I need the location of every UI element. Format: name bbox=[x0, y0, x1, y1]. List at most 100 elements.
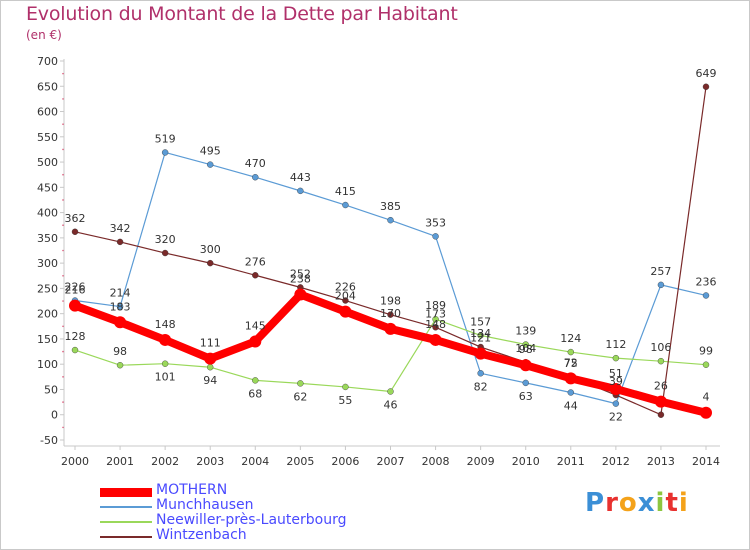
data-point bbox=[657, 357, 665, 365]
data-point bbox=[702, 361, 710, 368]
x-tick-label: 2013 bbox=[647, 455, 675, 468]
data-point bbox=[342, 201, 349, 209]
data-point bbox=[161, 360, 169, 367]
data-label: 94 bbox=[203, 374, 217, 387]
data-label: 63 bbox=[519, 390, 533, 403]
data-point bbox=[522, 341, 529, 348]
data-label: 495 bbox=[200, 145, 221, 158]
y-minor-tick bbox=[62, 199, 64, 201]
data-label: 44 bbox=[564, 399, 578, 412]
y-tick-label: 350 bbox=[37, 232, 58, 245]
data-point bbox=[429, 333, 442, 346]
data-point bbox=[564, 372, 577, 385]
y-minor-tick bbox=[62, 325, 64, 328]
data-point bbox=[702, 292, 710, 299]
data-label: 62 bbox=[293, 390, 307, 403]
data-point bbox=[387, 311, 394, 318]
y-minor-tick bbox=[62, 350, 64, 353]
logo-letter: t bbox=[665, 488, 679, 518]
data-point bbox=[432, 233, 439, 240]
data-point bbox=[249, 335, 262, 348]
data-point bbox=[71, 228, 79, 236]
x-tick-label: 2004 bbox=[241, 455, 269, 468]
y-tick-label: 300 bbox=[37, 257, 58, 270]
data-label: 26 bbox=[654, 380, 668, 393]
y-minor-tick bbox=[62, 98, 64, 100]
data-point bbox=[432, 316, 439, 323]
data-label: 104 bbox=[515, 342, 536, 355]
logo-letter: P bbox=[585, 488, 606, 518]
data-label: 342 bbox=[110, 222, 131, 235]
data-point bbox=[114, 316, 127, 329]
data-label: 170 bbox=[380, 307, 401, 320]
y-minor-tick bbox=[62, 300, 64, 302]
data-point bbox=[387, 388, 394, 395]
data-label: 226 bbox=[65, 281, 86, 294]
data-label: 22 bbox=[609, 411, 623, 424]
y-minor-tick bbox=[62, 249, 64, 252]
y-minor-tick bbox=[62, 274, 64, 277]
data-label: 443 bbox=[290, 171, 311, 184]
chart-series-lines bbox=[69, 83, 712, 419]
data-point bbox=[116, 362, 124, 369]
data-label: 252 bbox=[290, 267, 311, 280]
data-point bbox=[519, 359, 532, 372]
data-label: 55 bbox=[338, 394, 352, 407]
data-label: 183 bbox=[110, 300, 131, 313]
data-label: 204 bbox=[335, 290, 356, 303]
y-tick-label: 500 bbox=[37, 156, 58, 169]
y-tick-label: 0 bbox=[51, 409, 58, 422]
x-tick-label: 2009 bbox=[467, 455, 495, 468]
data-point bbox=[432, 324, 439, 331]
data-label: 101 bbox=[155, 371, 176, 384]
logo-letter: i bbox=[655, 488, 666, 518]
y-tick-label: 450 bbox=[37, 181, 58, 194]
y-minor-tick bbox=[62, 173, 64, 176]
y-minor-tick bbox=[62, 426, 64, 429]
data-point bbox=[567, 348, 574, 356]
data-point bbox=[657, 411, 665, 418]
data-point bbox=[161, 149, 169, 156]
logo-letter: i bbox=[678, 488, 689, 518]
data-label: 112 bbox=[605, 338, 626, 351]
data-label: 99 bbox=[699, 345, 713, 358]
logo-letter: x bbox=[637, 488, 656, 518]
data-point bbox=[567, 389, 574, 396]
data-point bbox=[612, 354, 620, 362]
data-label: 300 bbox=[200, 243, 221, 256]
data-label: 148 bbox=[425, 318, 446, 331]
data-point bbox=[297, 380, 304, 387]
data-label: 106 bbox=[650, 341, 671, 354]
x-tick-label: 2003 bbox=[196, 455, 224, 468]
data-point bbox=[159, 333, 172, 346]
data-point bbox=[252, 272, 259, 279]
data-label: 198 bbox=[380, 295, 401, 308]
data-point bbox=[116, 238, 124, 246]
data-label: 72 bbox=[564, 356, 578, 369]
data-label: 157 bbox=[470, 315, 491, 328]
chart-data-labels: 216 183 148 111 145 238 204 170 148 121 98 72 51 26 4 2… bbox=[65, 67, 717, 424]
y-tick-label: 400 bbox=[37, 207, 58, 220]
data-label: 134 bbox=[470, 327, 491, 340]
data-point bbox=[161, 249, 169, 257]
data-label: 145 bbox=[245, 319, 266, 332]
data-label: 46 bbox=[384, 398, 398, 411]
data-point bbox=[297, 187, 304, 195]
data-label: 353 bbox=[425, 216, 446, 229]
data-point bbox=[116, 303, 124, 310]
x-tick-label: 2001 bbox=[106, 455, 134, 468]
data-point bbox=[339, 305, 352, 318]
data-label: 173 bbox=[425, 307, 446, 320]
data-label: 189 bbox=[425, 299, 446, 312]
data-label: 51 bbox=[609, 367, 623, 380]
chart-title: Evolution du Montant de la Dette par Hab… bbox=[26, 3, 458, 25]
legend-swatch bbox=[100, 536, 152, 538]
data-point bbox=[252, 174, 259, 181]
x-tick-label: 2007 bbox=[377, 455, 405, 468]
y-tick-label: 650 bbox=[37, 80, 58, 93]
data-label: 39 bbox=[609, 375, 623, 388]
x-tick-label: 2011 bbox=[557, 455, 585, 468]
legend-swatch bbox=[100, 506, 152, 508]
data-point bbox=[207, 364, 214, 371]
